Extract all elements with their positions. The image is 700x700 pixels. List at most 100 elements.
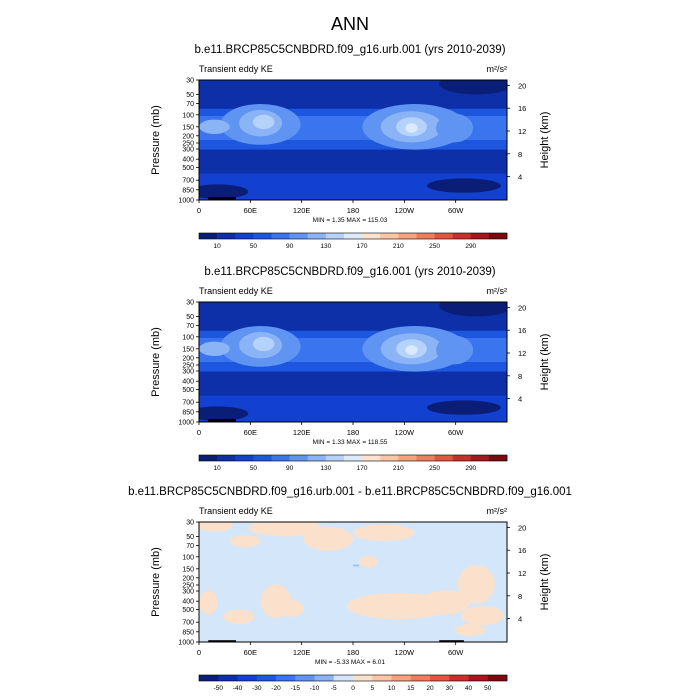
colorbar-swatch xyxy=(325,233,345,239)
x-tick-label: 60W xyxy=(448,206,464,215)
colorbar-label: 30 xyxy=(446,685,454,692)
colorbar-label: 20 xyxy=(426,685,434,692)
y-tick-label: 250 xyxy=(182,363,194,370)
x-tick-label: 60E xyxy=(244,206,257,215)
colorbar-label: 170 xyxy=(357,465,368,472)
y-tick-label: 50 xyxy=(186,534,194,541)
positive-anomaly-13 xyxy=(460,606,504,626)
units-label: m²/s² xyxy=(487,64,508,74)
colorbar-swatch xyxy=(391,675,412,681)
y-tick-label: 150 xyxy=(182,124,194,131)
field-label: Transient eddy KE xyxy=(199,286,273,296)
y-tick-label: 250 xyxy=(182,141,194,148)
min-max-stats: MIN = 1.35 MAX = 115.03 xyxy=(313,217,388,224)
colorbar-label: 10 xyxy=(214,465,222,472)
colorbar-swatch xyxy=(199,675,219,681)
colorbar-label: 210 xyxy=(393,243,404,250)
colorbar-swatch xyxy=(416,233,435,239)
y-right-tick-label: 4 xyxy=(518,615,522,624)
colorbar-label: 130 xyxy=(320,243,331,250)
jet-core-edge xyxy=(199,341,230,356)
colorbar-label: -40 xyxy=(233,685,243,692)
panel-3: b.e11.BRCP85C5CNBDRD.f09_g16.urb.001 - b… xyxy=(128,486,572,692)
y-tick-label: 850 xyxy=(182,409,194,416)
x-tick-label: 180 xyxy=(347,428,360,437)
units-label: m²/s² xyxy=(487,286,508,296)
jet-core-west-3 xyxy=(252,114,275,130)
y-right-tick-label: 20 xyxy=(518,81,526,90)
colorbar-swatch xyxy=(307,455,327,461)
colorbar-swatch xyxy=(449,675,469,681)
colorbar-frame xyxy=(198,674,508,682)
field-label: Transient eddy KE xyxy=(199,506,273,516)
y-tick-label: 200 xyxy=(182,575,194,582)
y-tick-label: 400 xyxy=(182,157,194,164)
colorbar-swatch xyxy=(434,455,453,461)
y-tick-label: 100 xyxy=(182,334,194,341)
colorbar-swatch xyxy=(253,233,272,239)
x-tick-label: 120W xyxy=(395,648,416,657)
positive-anomaly-4 xyxy=(199,522,233,532)
min-max-stats: MIN = -5.33 MAX = 6.01 xyxy=(315,659,385,666)
positive-anomaly-7 xyxy=(223,609,255,624)
contour-field xyxy=(199,302,507,422)
x-tick-label: 120W xyxy=(395,428,416,437)
lower-minimum-east xyxy=(426,400,501,415)
y-right-tick-label: 12 xyxy=(518,127,526,136)
y-tick-label: 850 xyxy=(182,187,194,194)
colorbar-swatch xyxy=(470,233,490,239)
y-tick-label: 1000 xyxy=(178,198,194,205)
colorbar-swatch xyxy=(362,233,381,239)
x-tick-label: 120E xyxy=(293,428,311,437)
colorbar-label: 50 xyxy=(250,243,258,250)
y-tick-label: 300 xyxy=(182,589,194,596)
colorbar-swatch xyxy=(218,675,238,681)
topography-mask xyxy=(208,640,236,642)
upper-minimum xyxy=(439,80,507,95)
colorbar-swatch xyxy=(217,233,236,239)
colorbar-swatch xyxy=(199,455,218,461)
colorbar-label: 15 xyxy=(407,685,415,692)
panel-title: b.e11.BRCP85C5CNBDRD.f09_g16.urb.001 - b… xyxy=(128,486,572,498)
y-right-tick-label: 4 xyxy=(518,173,522,182)
colorbar-label: 5 xyxy=(370,685,374,692)
colorbar-swatch xyxy=(235,455,254,461)
contour-field xyxy=(199,522,507,642)
panel-title: b.e11.BRCP85C5CNBDRD.f09_g16.001 (yrs 20… xyxy=(204,266,495,278)
x-tick-label: 120E xyxy=(293,206,311,215)
colorbar-swatch xyxy=(314,675,335,681)
jet-core-edge xyxy=(199,119,230,134)
colorbar-swatch xyxy=(488,233,508,239)
y-tick-label: 150 xyxy=(182,346,194,353)
colorbar-label: -50 xyxy=(214,685,224,692)
colorbar-swatch xyxy=(276,675,296,681)
y-right-tick-label: 8 xyxy=(518,372,522,381)
y-axis-title: Pressure (mb) xyxy=(150,105,162,175)
lower-minimum-west xyxy=(199,184,249,199)
colorbar-swatch xyxy=(452,455,472,461)
y-tick-label: 200 xyxy=(182,133,194,140)
colorbar-label: 250 xyxy=(429,465,440,472)
colorbar-swatch xyxy=(430,675,450,681)
y-tick-label: 700 xyxy=(182,620,194,627)
colorbar-swatch xyxy=(256,675,277,681)
colorbar-label: 10 xyxy=(388,685,396,692)
y-tick-label: 500 xyxy=(182,165,194,172)
colorbar-swatch xyxy=(253,455,272,461)
x-tick-label: 180 xyxy=(347,206,360,215)
field-label: Transient eddy KE xyxy=(199,64,273,74)
x-tick-label: 180 xyxy=(347,648,360,657)
colorbar-swatch xyxy=(434,233,453,239)
y-right-tick-label: 12 xyxy=(518,569,526,578)
lower-minimum-east xyxy=(426,178,501,193)
colorbar-label: 130 xyxy=(320,465,331,472)
colorbar-label: -30 xyxy=(252,685,262,692)
y-right-axis-title: Height (km) xyxy=(539,554,551,611)
jet-core-east-4 xyxy=(405,123,418,133)
y-tick-label: 250 xyxy=(182,583,194,590)
jet-core-west-3 xyxy=(252,336,275,352)
y-tick-label: 200 xyxy=(182,355,194,362)
panel-2: b.e11.BRCP85C5CNBDRD.f09_g16.001 (yrs 20… xyxy=(150,266,551,472)
y-right-tick-label: 20 xyxy=(518,303,526,312)
